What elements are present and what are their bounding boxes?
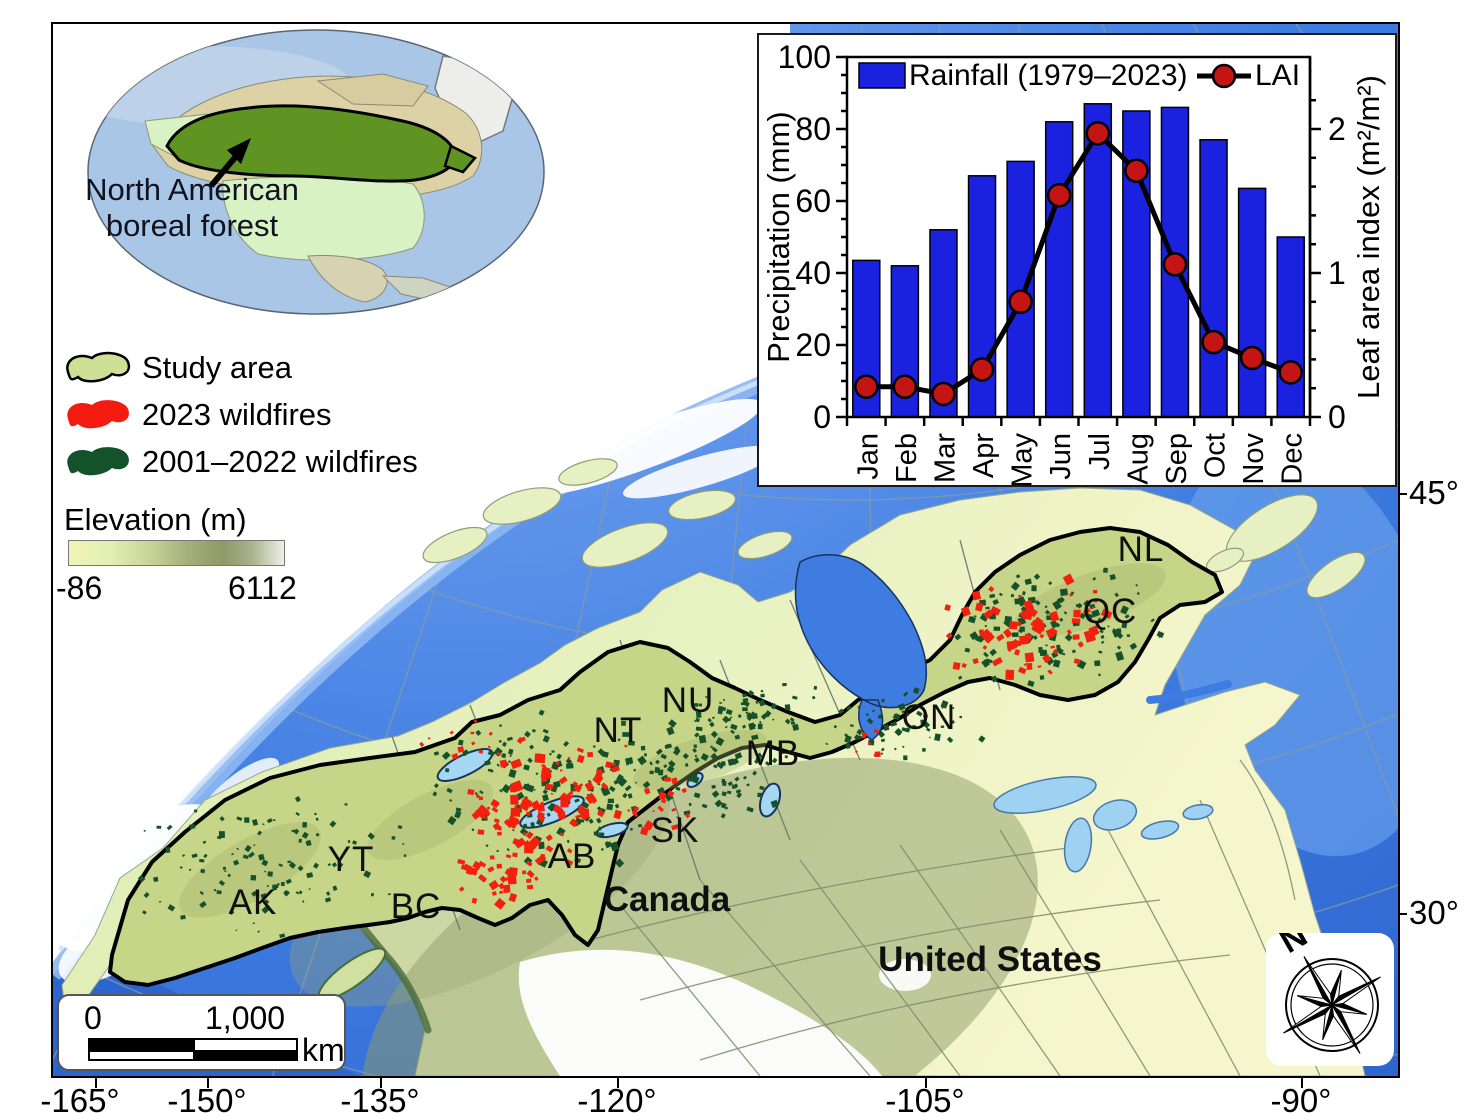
legend-item-2: 2001–2022 wildfires — [62, 436, 418, 488]
longitude-tick — [925, 1078, 927, 1088]
legend-item-1: 2023 wildfires — [62, 389, 332, 441]
longitude-tick — [617, 1078, 619, 1088]
latitude-label: 45° — [1409, 474, 1459, 511]
elevation-title: Elevation (m) — [64, 502, 247, 537]
svg-text:2: 2 — [1328, 111, 1346, 147]
svg-text:Mar: Mar — [929, 433, 961, 483]
longitude-label: -150° — [167, 1082, 247, 1113]
svg-text:Precipitation (mm): Precipitation (mm) — [761, 111, 796, 363]
scale-bar-unit: km — [302, 1032, 345, 1068]
longitude-label: -135° — [340, 1082, 420, 1113]
scale-bar-graphic — [88, 1038, 298, 1061]
longitude-label: -165° — [40, 1082, 120, 1113]
elevation-colorbar — [68, 540, 285, 566]
svg-text:Jan: Jan — [852, 433, 884, 480]
elevation-max: 6112 — [228, 570, 297, 606]
inset-caption-line2: boreal forest — [105, 208, 279, 243]
scale-bar-start: 0 — [84, 1000, 102, 1036]
legend-swatch-2 — [67, 447, 129, 476]
svg-text:100: 100 — [778, 39, 831, 75]
latitude-tick — [1398, 493, 1407, 495]
svg-text:Rainfall (1979–2023): Rainfall (1979–2023) — [909, 59, 1188, 92]
svg-text:LAI: LAI — [1255, 59, 1300, 92]
svg-text:Oct: Oct — [1200, 433, 1232, 478]
inset-caption: North American boreal forest — [62, 172, 322, 244]
legend-item-0: Study area — [62, 342, 292, 394]
svg-text:Jun: Jun — [1045, 433, 1077, 480]
inset-locator-map — [87, 29, 545, 315]
svg-text:20: 20 — [795, 327, 831, 363]
legend-swatch-1 — [67, 400, 129, 429]
longitude-tick — [380, 1078, 382, 1088]
longitude-label: -105° — [885, 1082, 965, 1113]
svg-text:80: 80 — [795, 111, 831, 147]
svg-text:1: 1 — [1328, 255, 1346, 291]
svg-text:Aug: Aug — [1122, 433, 1154, 485]
compass-rose: N — [1266, 916, 1394, 1066]
legend-label: Study area — [142, 350, 292, 385]
svg-text:Sep: Sep — [1161, 433, 1193, 485]
latitude-tick — [1398, 913, 1407, 915]
svg-text:60: 60 — [795, 183, 831, 219]
climate-chart: 0 20 40 60 80 100 0 1 2 Jan Feb Mar Apr May Jun Jul Aug S… — [757, 33, 1397, 488]
longitude-tick — [95, 1078, 97, 1088]
arctic-islands — [422, 458, 1366, 599]
legend-label: 2001–2022 wildfires — [142, 444, 418, 479]
legend-swatch-0 — [66, 351, 131, 383]
inset-arrow — [208, 138, 251, 188]
longitude-label: -120° — [577, 1082, 657, 1113]
svg-text:Apr: Apr — [968, 433, 1000, 478]
svg-text:0: 0 — [813, 399, 831, 435]
svg-text:Dec: Dec — [1277, 433, 1309, 485]
inset-caption-line1: North American — [85, 172, 299, 207]
wildfires-2023 — [419, 573, 1113, 910]
longitude-tick — [1301, 1078, 1303, 1088]
compass-n-label: N — [1273, 933, 1313, 961]
svg-text:Feb: Feb — [891, 433, 923, 483]
svg-text:May: May — [1007, 433, 1039, 485]
longitude-tick — [207, 1078, 209, 1088]
elevation-min: -86 — [56, 570, 103, 606]
svg-text:Leaf area index (m²/m²): Leaf area index (m²/m²) — [1351, 75, 1386, 399]
svg-text:Jul: Jul — [1084, 433, 1116, 470]
svg-text:0: 0 — [1328, 399, 1346, 435]
legend-label: 2023 wildfires — [142, 397, 332, 432]
svg-text:Nov: Nov — [1238, 433, 1270, 485]
latitude-label: 30° — [1409, 894, 1459, 931]
svg-text:40: 40 — [795, 255, 831, 291]
great-lakes — [993, 776, 1214, 873]
longitude-label: -90° — [1270, 1082, 1332, 1113]
scale-bar-end: 1,000 — [205, 1000, 286, 1036]
